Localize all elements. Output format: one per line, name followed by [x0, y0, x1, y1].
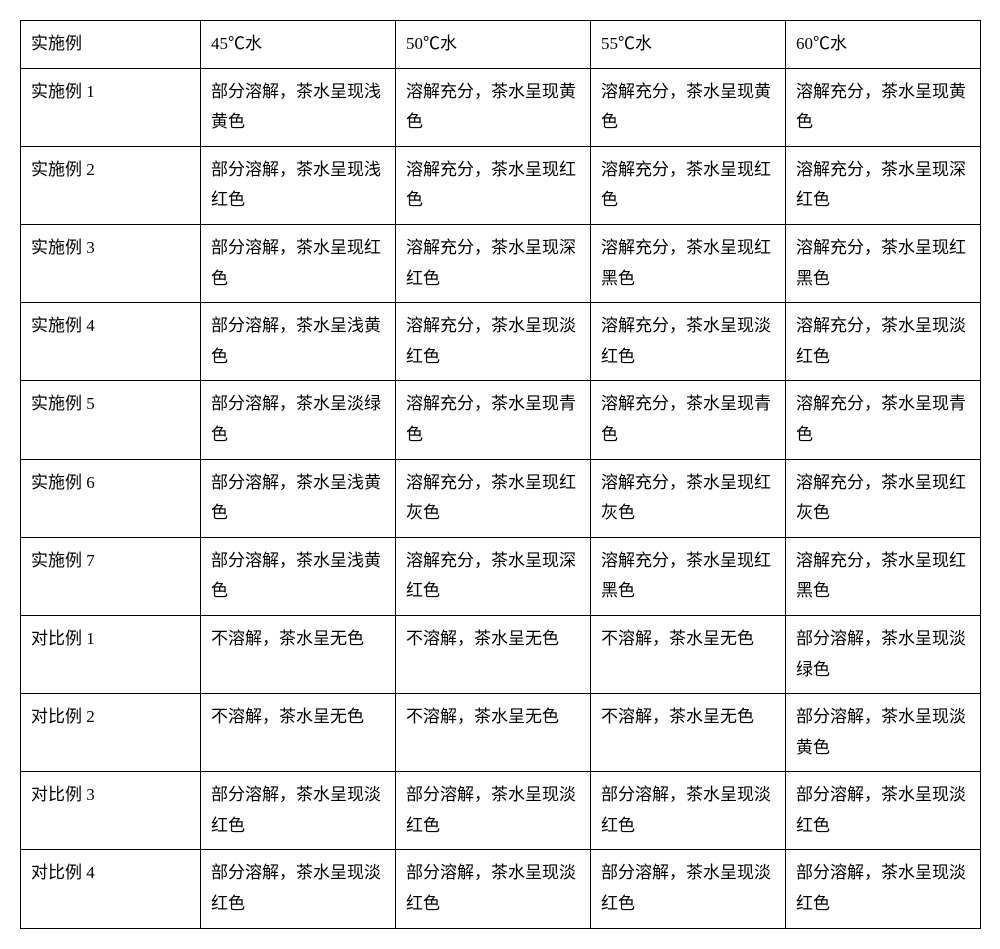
cell-55c: 部分溶解，茶水呈现淡红色 — [591, 772, 786, 850]
col-header-45c: 45℃水 — [201, 21, 396, 69]
cell-55c: 溶解充分，茶水呈现红色 — [591, 146, 786, 224]
table-row: 对比例 4 部分溶解，茶水呈现淡红色 部分溶解，茶水呈现淡红色 部分溶解，茶水呈… — [21, 850, 981, 928]
cell-60c: 溶解充分，茶水呈现深红色 — [786, 146, 981, 224]
cell-45c: 部分溶解，茶水呈淡绿色 — [201, 381, 396, 459]
cell-50c: 溶解充分，茶水呈现深红色 — [396, 224, 591, 302]
table-row: 实施例 2 部分溶解，茶水呈现浅红色 溶解充分，茶水呈现红色 溶解充分，茶水呈现… — [21, 146, 981, 224]
col-header-50c: 50℃水 — [396, 21, 591, 69]
row-label: 实施例 7 — [21, 537, 201, 615]
cell-50c: 溶解充分，茶水呈现黄色 — [396, 68, 591, 146]
cell-60c: 溶解充分，茶水呈现红灰色 — [786, 459, 981, 537]
cell-55c: 溶解充分，茶水呈现淡红色 — [591, 303, 786, 381]
cell-60c: 部分溶解，茶水呈现淡绿色 — [786, 615, 981, 693]
col-header-label: 实施例 — [21, 21, 201, 69]
row-label: 对比例 1 — [21, 615, 201, 693]
cell-55c: 部分溶解，茶水呈现淡红色 — [591, 850, 786, 928]
cell-45c: 部分溶解，茶水呈现浅红色 — [201, 146, 396, 224]
row-label: 实施例 3 — [21, 224, 201, 302]
col-header-55c: 55℃水 — [591, 21, 786, 69]
table-row: 对比例 2 不溶解，茶水呈无色 不溶解，茶水呈无色 不溶解，茶水呈无色 部分溶解… — [21, 694, 981, 772]
table-row: 实施例 7 部分溶解，茶水呈浅黄色 溶解充分，茶水呈现深红色 溶解充分，茶水呈现… — [21, 537, 981, 615]
cell-45c: 不溶解，茶水呈无色 — [201, 615, 396, 693]
col-header-60c: 60℃水 — [786, 21, 981, 69]
cell-60c: 溶解充分，茶水呈现青色 — [786, 381, 981, 459]
cell-45c: 部分溶解，茶水呈浅黄色 — [201, 537, 396, 615]
cell-60c: 溶解充分，茶水呈现红黑色 — [786, 224, 981, 302]
results-table: 实施例 45℃水 50℃水 55℃水 60℃水 实施例 1 部分溶解，茶水呈现浅… — [20, 20, 981, 929]
cell-55c: 不溶解，茶水呈无色 — [591, 615, 786, 693]
table-header-row: 实施例 45℃水 50℃水 55℃水 60℃水 — [21, 21, 981, 69]
row-label: 实施例 5 — [21, 381, 201, 459]
cell-45c: 部分溶解，茶水呈现淡红色 — [201, 772, 396, 850]
cell-55c: 不溶解，茶水呈无色 — [591, 694, 786, 772]
cell-55c: 溶解充分，茶水呈现青色 — [591, 381, 786, 459]
cell-60c: 溶解充分，茶水呈现黄色 — [786, 68, 981, 146]
cell-50c: 溶解充分，茶水呈现深红色 — [396, 537, 591, 615]
cell-55c: 溶解充分，茶水呈现红黑色 — [591, 224, 786, 302]
cell-45c: 不溶解，茶水呈无色 — [201, 694, 396, 772]
cell-60c: 溶解充分，茶水呈现淡红色 — [786, 303, 981, 381]
table-row: 实施例 5 部分溶解，茶水呈淡绿色 溶解充分，茶水呈现青色 溶解充分，茶水呈现青… — [21, 381, 981, 459]
cell-50c: 部分溶解，茶水呈现淡红色 — [396, 850, 591, 928]
row-label: 对比例 2 — [21, 694, 201, 772]
cell-60c: 部分溶解，茶水呈现淡红色 — [786, 772, 981, 850]
cell-50c: 部分溶解，茶水呈现淡红色 — [396, 772, 591, 850]
cell-45c: 部分溶解，茶水呈浅黄色 — [201, 459, 396, 537]
cell-45c: 部分溶解，茶水呈现浅黄色 — [201, 68, 396, 146]
table-body: 实施例 45℃水 50℃水 55℃水 60℃水 实施例 1 部分溶解，茶水呈现浅… — [21, 21, 981, 929]
table-row: 对比例 1 不溶解，茶水呈无色 不溶解，茶水呈无色 不溶解，茶水呈无色 部分溶解… — [21, 615, 981, 693]
row-label: 实施例 2 — [21, 146, 201, 224]
row-label: 对比例 4 — [21, 850, 201, 928]
cell-45c: 部分溶解，茶水呈现淡红色 — [201, 850, 396, 928]
cell-55c: 溶解充分，茶水呈现黄色 — [591, 68, 786, 146]
table-row: 实施例 4 部分溶解，茶水呈浅黄色 溶解充分，茶水呈现淡红色 溶解充分，茶水呈现… — [21, 303, 981, 381]
cell-50c: 不溶解，茶水呈无色 — [396, 615, 591, 693]
table-row: 对比例 3 部分溶解，茶水呈现淡红色 部分溶解，茶水呈现淡红色 部分溶解，茶水呈… — [21, 772, 981, 850]
cell-45c: 部分溶解，茶水呈现红色 — [201, 224, 396, 302]
cell-50c: 不溶解，茶水呈无色 — [396, 694, 591, 772]
table-row: 实施例 1 部分溶解，茶水呈现浅黄色 溶解充分，茶水呈现黄色 溶解充分，茶水呈现… — [21, 68, 981, 146]
row-label: 实施例 4 — [21, 303, 201, 381]
row-label: 对比例 3 — [21, 772, 201, 850]
cell-60c: 部分溶解，茶水呈现淡黄色 — [786, 694, 981, 772]
cell-60c: 溶解充分，茶水呈现红黑色 — [786, 537, 981, 615]
cell-50c: 溶解充分，茶水呈现青色 — [396, 381, 591, 459]
cell-50c: 溶解充分，茶水呈现淡红色 — [396, 303, 591, 381]
cell-55c: 溶解充分，茶水呈现红黑色 — [591, 537, 786, 615]
cell-45c: 部分溶解，茶水呈浅黄色 — [201, 303, 396, 381]
cell-55c: 溶解充分，茶水呈现红灰色 — [591, 459, 786, 537]
table-row: 实施例 6 部分溶解，茶水呈浅黄色 溶解充分，茶水呈现红灰色 溶解充分，茶水呈现… — [21, 459, 981, 537]
table-row: 实施例 3 部分溶解，茶水呈现红色 溶解充分，茶水呈现深红色 溶解充分，茶水呈现… — [21, 224, 981, 302]
cell-60c: 部分溶解，茶水呈现淡红色 — [786, 850, 981, 928]
cell-50c: 溶解充分，茶水呈现红色 — [396, 146, 591, 224]
cell-50c: 溶解充分，茶水呈现红灰色 — [396, 459, 591, 537]
row-label: 实施例 1 — [21, 68, 201, 146]
row-label: 实施例 6 — [21, 459, 201, 537]
